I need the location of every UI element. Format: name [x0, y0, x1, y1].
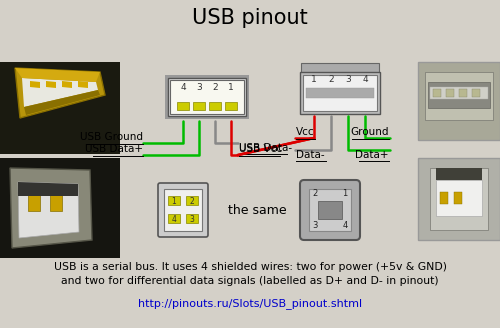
Text: 2: 2 — [328, 74, 334, 84]
Bar — [50, 195, 62, 211]
Bar — [164, 189, 202, 231]
Text: USB Vcc: USB Vcc — [239, 144, 282, 154]
Polygon shape — [15, 68, 105, 118]
Text: 1: 1 — [311, 74, 317, 84]
Text: 4: 4 — [362, 74, 368, 84]
Bar — [436, 180, 482, 216]
Text: USB Data+: USB Data+ — [85, 144, 143, 154]
Bar — [446, 89, 454, 97]
Text: Vcc: Vcc — [296, 127, 314, 137]
Bar — [306, 88, 374, 98]
Text: 4: 4 — [172, 215, 176, 223]
Bar — [193, 102, 205, 110]
Bar — [177, 102, 189, 110]
Bar — [186, 196, 198, 205]
Text: USB pinout: USB pinout — [192, 8, 308, 28]
Text: 2: 2 — [312, 190, 318, 198]
Bar — [303, 75, 377, 111]
Polygon shape — [18, 182, 79, 238]
Text: 4: 4 — [180, 84, 186, 92]
Text: 3: 3 — [345, 74, 351, 84]
Bar — [430, 168, 488, 230]
Text: Data+: Data+ — [356, 150, 389, 160]
Bar — [165, 75, 249, 119]
Polygon shape — [15, 68, 100, 82]
Bar — [168, 78, 246, 116]
Bar — [301, 63, 379, 75]
Text: and two for differential data signals (labelled as D+ and D- in pinout): and two for differential data signals (l… — [61, 276, 439, 286]
Text: 3: 3 — [190, 215, 194, 223]
Bar — [428, 82, 490, 108]
Bar — [28, 195, 40, 211]
Bar — [418, 62, 500, 140]
Bar — [186, 214, 198, 223]
Bar — [309, 189, 351, 231]
Polygon shape — [10, 168, 92, 248]
Bar — [425, 72, 493, 120]
Text: 2: 2 — [212, 84, 218, 92]
Bar — [318, 201, 342, 219]
Text: USB is a serial bus. It uses 4 shielded wires: two for power (+5v & GND): USB is a serial bus. It uses 4 shielded … — [54, 262, 446, 272]
Polygon shape — [18, 182, 78, 196]
Bar — [170, 80, 244, 114]
Text: http://pinouts.ru/Slots/USB_pinout.shtml: http://pinouts.ru/Slots/USB_pinout.shtml — [138, 298, 362, 309]
Text: 1: 1 — [228, 84, 234, 92]
Text: 3: 3 — [312, 221, 318, 231]
Bar — [225, 102, 237, 110]
Text: 3: 3 — [196, 84, 202, 92]
Bar — [418, 158, 500, 240]
Bar — [440, 192, 448, 204]
Text: 1: 1 — [342, 190, 347, 198]
Polygon shape — [24, 90, 100, 115]
Polygon shape — [78, 81, 88, 88]
Text: 4: 4 — [342, 221, 347, 231]
Text: Data-: Data- — [296, 150, 324, 160]
Text: USB Ground: USB Ground — [80, 132, 143, 142]
Polygon shape — [62, 81, 72, 88]
Bar — [436, 168, 482, 180]
Bar — [459, 89, 467, 97]
Bar — [168, 214, 180, 223]
Bar — [168, 196, 180, 205]
Text: Ground: Ground — [350, 127, 389, 137]
FancyBboxPatch shape — [158, 183, 208, 237]
Bar — [430, 87, 488, 99]
Polygon shape — [30, 81, 40, 88]
Bar — [0, 62, 120, 154]
Bar — [454, 192, 462, 204]
Text: 1: 1 — [172, 196, 176, 206]
Bar — [472, 89, 480, 97]
Bar — [433, 89, 441, 97]
Polygon shape — [46, 81, 56, 88]
FancyBboxPatch shape — [300, 180, 360, 240]
Bar — [0, 158, 120, 258]
Polygon shape — [22, 78, 98, 107]
Bar — [209, 102, 221, 110]
Bar — [300, 72, 380, 114]
Text: 2: 2 — [190, 196, 194, 206]
Text: USB Data-: USB Data- — [239, 143, 292, 153]
Text: the same: the same — [228, 203, 286, 216]
